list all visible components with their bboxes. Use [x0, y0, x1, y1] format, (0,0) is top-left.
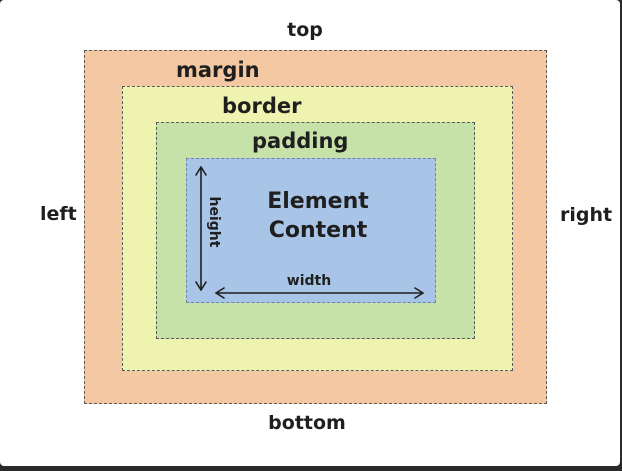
right-label: right — [560, 204, 613, 226]
margin-label: margin — [176, 58, 260, 82]
element-content-label: Element Content — [267, 188, 369, 245]
element-content-line-1: Element — [267, 189, 369, 214]
top-label: top — [287, 19, 323, 41]
left-label: left — [40, 203, 77, 225]
bottom-label: bottom — [268, 412, 346, 434]
content-box — [186, 158, 436, 303]
height-label: height — [206, 196, 222, 248]
element-content-line-2: Content — [268, 217, 368, 243]
padding-label: padding — [252, 129, 349, 153]
width-label: width — [286, 273, 332, 289]
border-label: border — [222, 94, 302, 118]
